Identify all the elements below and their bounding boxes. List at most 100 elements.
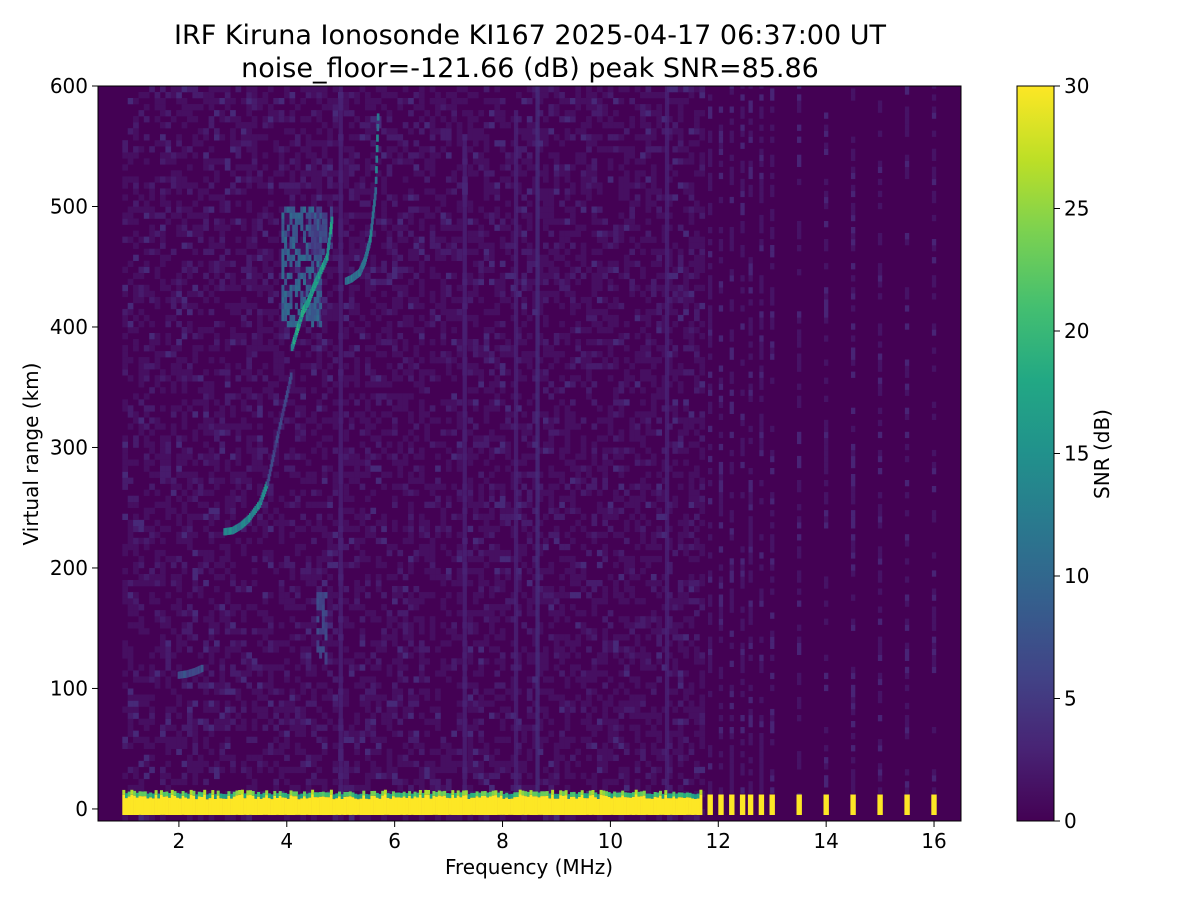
noise-cell <box>133 784 139 792</box>
noise-cell <box>607 242 614 249</box>
noise-cell <box>311 363 317 370</box>
noise-cell <box>284 357 290 364</box>
noise-cell <box>521 321 528 328</box>
noise-cell <box>246 122 252 129</box>
noise-cell <box>327 543 333 551</box>
noise-cell <box>402 483 409 490</box>
noise-cell <box>240 321 247 328</box>
noise-cell <box>521 351 528 358</box>
noise-cell <box>456 423 463 430</box>
noise-cell <box>424 760 430 768</box>
noise-cell <box>408 640 414 647</box>
noise-cell <box>440 290 447 298</box>
noise-cell <box>365 447 371 454</box>
noise-cell <box>246 586 252 593</box>
noise-cell <box>294 152 301 159</box>
noise-cell <box>532 736 538 743</box>
noise-cell <box>580 357 587 364</box>
noise-cell <box>375 736 382 743</box>
noise-cell <box>526 351 533 358</box>
noise-cell <box>143 375 150 382</box>
noise-cell <box>505 182 511 189</box>
noise-cell <box>445 447 452 454</box>
noise-cell <box>467 766 474 774</box>
noise-cell <box>203 387 209 394</box>
noise-cell <box>494 543 501 551</box>
noise-cell <box>300 766 306 774</box>
noise-cell <box>240 610 247 617</box>
noise-cell <box>359 682 366 689</box>
noise-cell <box>187 477 193 484</box>
noise-cell <box>138 784 145 792</box>
chart-title: IRF Kiruna Ionosonde KI167 2025-04-17 06… <box>174 20 887 51</box>
noise-cell <box>370 230 377 237</box>
noise-cell <box>143 772 150 780</box>
noise-cell <box>494 110 501 117</box>
noise-cell <box>392 592 398 599</box>
noise-cell <box>294 339 301 346</box>
noise-cell <box>521 212 528 219</box>
noise-cell <box>214 772 220 780</box>
noise-cell <box>429 369 436 376</box>
noise-cell <box>607 327 614 334</box>
noise-cell <box>203 399 209 406</box>
noise-cell <box>402 345 409 352</box>
noise-cell <box>370 489 377 496</box>
noise-cell <box>516 604 522 611</box>
noise-cell <box>532 417 538 424</box>
noise-cell <box>208 345 215 352</box>
noise-cell <box>262 724 269 731</box>
noise-cell <box>392 417 398 424</box>
noise-cell <box>143 345 150 352</box>
noise-cell <box>257 339 263 346</box>
noise-cell <box>580 182 587 189</box>
noise-cell <box>591 381 598 388</box>
noise-cell <box>413 423 420 430</box>
noise-cell <box>467 652 474 659</box>
noise-cell <box>122 465 128 472</box>
noise-cell <box>240 333 247 340</box>
noise-cell <box>408 598 414 605</box>
noise-cell <box>138 272 145 280</box>
noise-cell <box>543 441 549 448</box>
noise-cell <box>257 760 263 768</box>
noise-cell <box>251 345 258 352</box>
noise-cell <box>354 537 360 545</box>
noise-cell <box>580 200 587 207</box>
noise-cell <box>149 580 155 587</box>
noise-cell <box>537 86 544 93</box>
noise-cell <box>300 266 306 273</box>
noise-cell <box>208 628 215 635</box>
noise-cell <box>262 152 269 159</box>
noise-cell <box>537 483 544 490</box>
noise-cell <box>300 730 306 737</box>
noise-cell <box>564 459 571 466</box>
noise-cell <box>170 278 177 286</box>
noise-cell <box>284 742 290 749</box>
noise-cell <box>553 351 560 358</box>
noise-cell <box>267 628 274 635</box>
noise-cell <box>548 248 555 255</box>
noise-cell <box>381 86 387 93</box>
noise-cell <box>543 321 549 328</box>
noise-cell <box>154 212 161 219</box>
noise-cell <box>235 308 242 316</box>
noise-cell <box>127 278 134 286</box>
noise-cell <box>192 586 199 593</box>
noise-cell <box>370 182 377 189</box>
noise-cell <box>418 206 425 213</box>
noise-cell <box>176 712 182 719</box>
noise-cell <box>532 543 538 551</box>
noise-cell <box>397 98 404 105</box>
noise-cell <box>543 778 549 786</box>
noise-cell <box>257 321 263 328</box>
noise-cell <box>397 140 404 147</box>
noise-cell <box>445 815 452 821</box>
noise-cell <box>343 622 350 629</box>
noise-cell <box>219 236 226 243</box>
noise-cell <box>327 658 333 665</box>
noise-cell <box>575 339 581 346</box>
noise-cell <box>440 399 447 406</box>
noise-cell <box>607 694 614 701</box>
noise-cell <box>316 116 323 123</box>
